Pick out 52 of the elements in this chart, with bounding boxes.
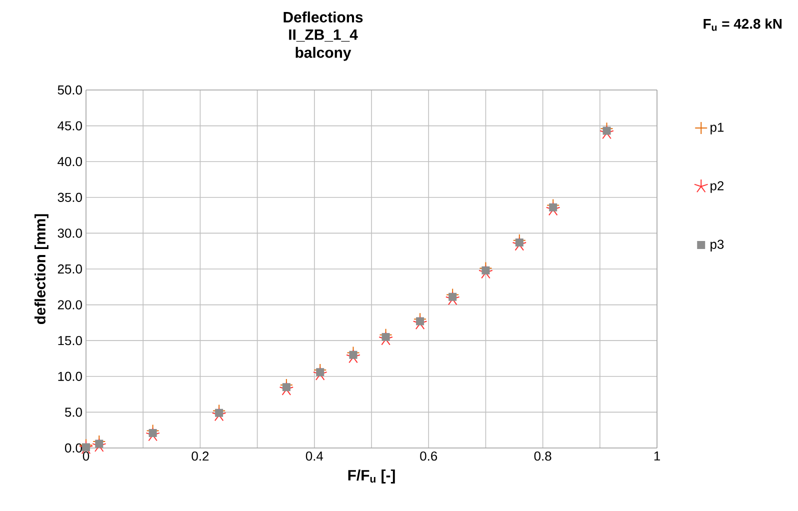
- y-tick-label: 10.0: [58, 372, 82, 381]
- chart-subtitle: II_ZB_1_4 balcony: [289, 30, 358, 61]
- point: [382, 333, 390, 342]
- y-tick-label: 45.0: [58, 121, 82, 130]
- y-tick-label: 20.0: [58, 300, 82, 310]
- point: [512, 237, 527, 251]
- legend-label: p3: [710, 240, 724, 252]
- text: F$_{u}$ = 42.8 kN: [704, 18, 782, 31]
- point: [215, 408, 224, 417]
- point: [515, 238, 524, 246]
- point: [378, 332, 393, 346]
- point: [279, 382, 294, 396]
- point: [416, 317, 424, 326]
- point: [82, 443, 90, 452]
- y-tick-label: 30.0: [58, 228, 82, 238]
- point: [448, 292, 457, 301]
- y-axis-title: deflection [mm]: [34, 214, 48, 324]
- y-tick-label: 5.0: [65, 408, 82, 417]
- point: [602, 126, 611, 135]
- point: [349, 350, 358, 359]
- x-tick-label: 0: [82, 452, 90, 461]
- x-tick-label: 0.6: [420, 452, 438, 461]
- point: [316, 368, 324, 376]
- y-tick-label: 25.0: [58, 264, 82, 274]
- point: [546, 202, 560, 216]
- point: [549, 203, 558, 212]
- point: [346, 350, 360, 364]
- point: [478, 265, 493, 279]
- point: [412, 316, 428, 330]
- y-tick-label: 40.0: [58, 157, 82, 166]
- point: [312, 366, 328, 380]
- y-tick-label: 15.0: [58, 336, 82, 346]
- x-tick-label: 0.2: [192, 452, 209, 461]
- point: [148, 428, 157, 437]
- point: [95, 440, 104, 448]
- point: [600, 125, 614, 140]
- y-tick-label: 50.0: [58, 85, 82, 95]
- x-axis-title: F/F$_{u}$ [-]: [348, 470, 395, 484]
- point: [212, 408, 226, 422]
- point: [146, 428, 160, 442]
- legend-label: p2: [710, 181, 724, 193]
- point: [92, 438, 106, 452]
- chart-title: Deflections: [284, 12, 363, 22]
- y-tick-label: 35.0: [58, 192, 82, 202]
- x-tick-label: 0.4: [306, 452, 324, 461]
- y-tick-label: 0.0: [64, 443, 82, 453]
- point: [482, 266, 490, 274]
- legend-label: p1: [710, 122, 724, 134]
- point: [282, 383, 290, 392]
- x-tick-label: 0.8: [534, 452, 552, 461]
- x-tick-label: 1: [654, 452, 660, 460]
- point: [445, 292, 460, 306]
